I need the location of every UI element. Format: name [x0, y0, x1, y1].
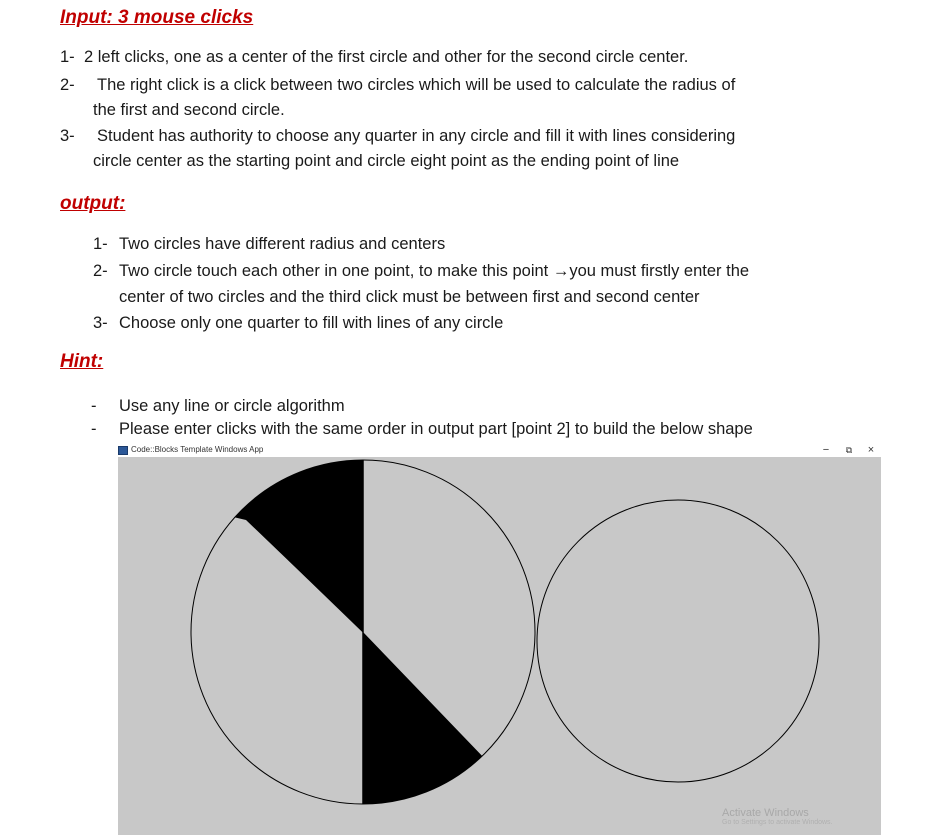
list-number: 3-	[93, 314, 108, 332]
drawing-canvas: Activate Windows Go to Settings to activ…	[118, 457, 881, 835]
list-number: 1-	[60, 48, 75, 66]
activate-windows-watermark: Activate Windows Go to Settings to activ…	[722, 807, 833, 826]
list-text: the first and second circle.	[93, 101, 285, 119]
list-number: 3-	[60, 127, 75, 145]
minimize-icon[interactable]: −	[822, 444, 830, 456]
list-text: 2 left clicks, one as a center of the fi…	[84, 48, 689, 66]
circles-drawing	[190, 459, 820, 805]
hint-heading: Hint:	[60, 351, 104, 372]
list-text: center of two circles and the third clic…	[119, 288, 700, 306]
list-number: 1-	[93, 235, 108, 253]
watermark-title: Activate Windows	[722, 807, 809, 819]
list-text: Choose only one quarter to fill with lin…	[119, 314, 504, 332]
close-icon[interactable]: ×	[867, 444, 875, 456]
radius-line-diagonal	[240, 513, 364, 633]
list-number: 2-	[93, 262, 108, 280]
list-number: 2-	[60, 76, 75, 94]
input-heading: Input: 3 mouse clicks	[60, 7, 254, 28]
filled-sectors	[191, 460, 535, 804]
list-text: Student has authority to choose any quar…	[97, 127, 736, 145]
app-window-screenshot: Code::Blocks Template Windows App − ⧉ × …	[115, 443, 881, 835]
list-text: Use any line or circle algorithm	[119, 397, 345, 415]
list-bullet: -	[91, 420, 97, 438]
filled-sector-upper	[191, 460, 363, 632]
list-text: circle center as the starting point and …	[93, 152, 680, 170]
filled-sector-lower	[363, 632, 535, 804]
window-title: Code::Blocks Template Windows App	[131, 445, 264, 454]
app-icon	[118, 446, 128, 455]
output-heading: output:	[60, 193, 126, 214]
list-text: Two circles have different radius and ce…	[119, 235, 446, 253]
list-text: Two circle touch each other in one point…	[119, 262, 750, 280]
window-titlebar: Code::Blocks Template Windows App − ⧉ ×	[115, 443, 881, 457]
list-text: Please enter clicks with the same order …	[119, 420, 753, 438]
list-bullet: -	[91, 397, 97, 415]
list-text: The right click is a click between two c…	[97, 76, 736, 94]
restore-icon[interactable]: ⧉	[845, 445, 853, 455]
watermark-subtitle: Go to Settings to activate Windows.	[722, 819, 833, 826]
second-circle	[536, 499, 820, 783]
